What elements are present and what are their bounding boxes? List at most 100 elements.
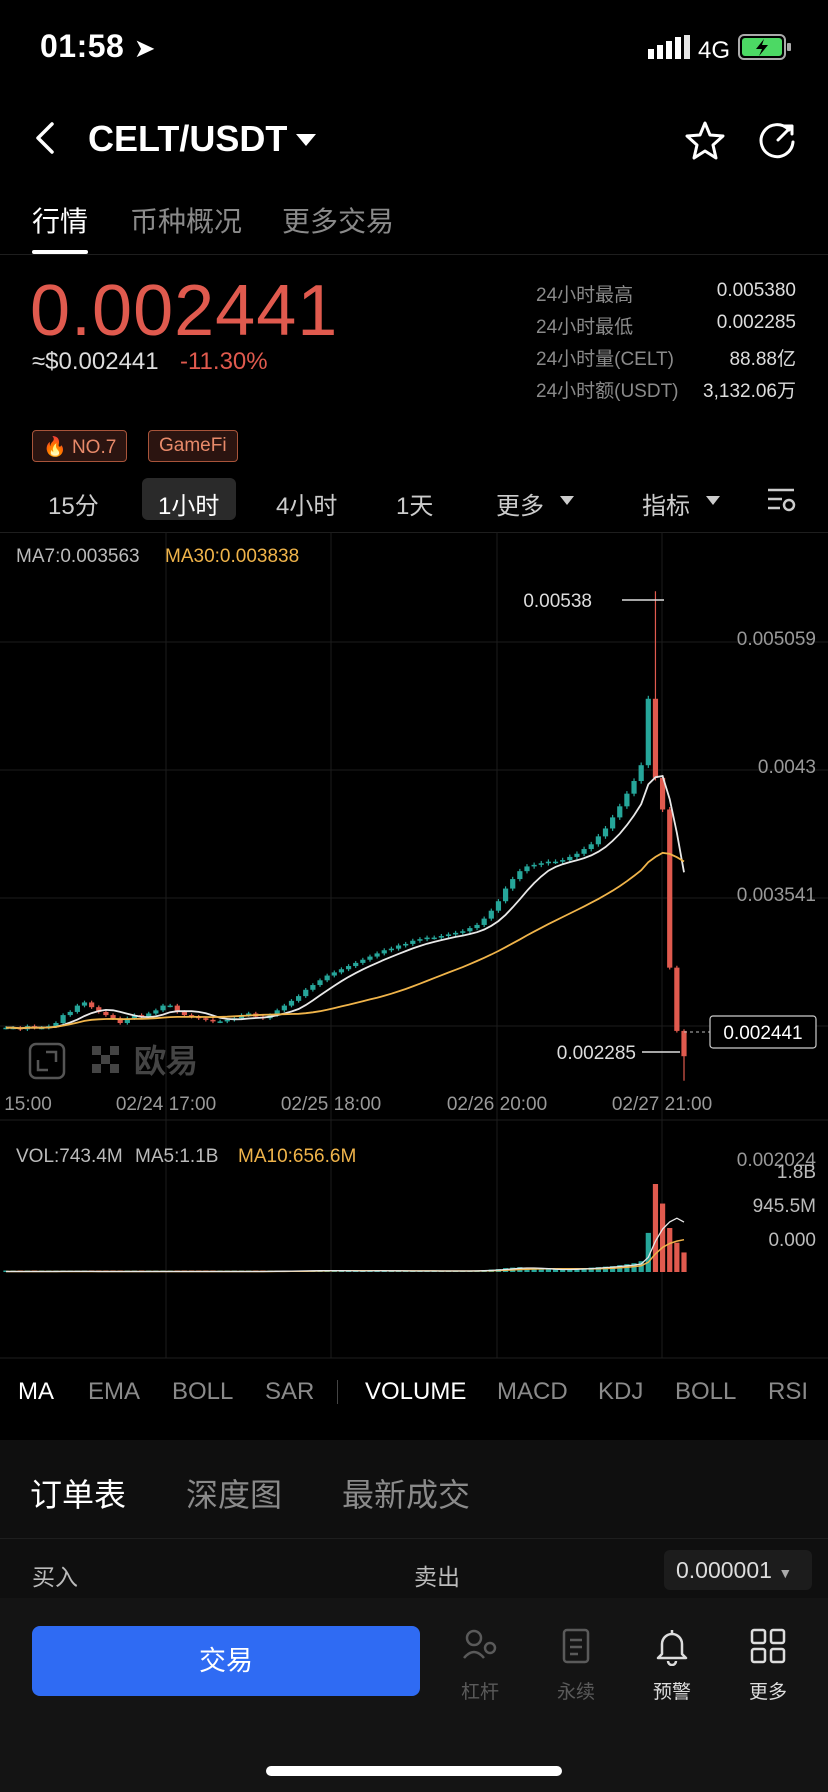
signal-icon: [647, 35, 690, 66]
fullscreen-button[interactable]: [28, 1042, 66, 1080]
indicator-boll[interactable]: BOLL: [172, 1378, 234, 1405]
timeframe-more[interactable]: 更多: [496, 493, 544, 520]
tab-coin-overview[interactable]: 币种概况: [130, 206, 243, 237]
candle-body: [488, 910, 494, 919]
volume-ma5-legend: MA5:1.1B: [135, 1146, 218, 1167]
indicator-macd[interactable]: MACD: [497, 1378, 568, 1405]
volume-tick: 1.8B: [777, 1162, 816, 1183]
bell-icon: [656, 1630, 688, 1667]
indicators-menu[interactable]: 指标: [642, 493, 690, 520]
volume-ma5-line: [6, 1217, 685, 1273]
volume-bar: [552, 1269, 559, 1272]
tab-orderbook[interactable]: 订单表: [30, 1477, 127, 1513]
nav-margin[interactable]: 杠杆: [440, 1626, 520, 1704]
volume-bar: [645, 1232, 651, 1272]
timeframe-15m[interactable]: 15分: [48, 493, 99, 520]
document-icon: [562, 1628, 590, 1664]
chevron-down-icon[interactable]: [706, 496, 720, 505]
favorite-button[interactable]: [682, 118, 728, 164]
candle-body: [81, 1002, 88, 1006]
grid-icon: [750, 1628, 786, 1664]
current-price-label: 0.002441: [723, 1023, 802, 1044]
rank-tag[interactable]: 🔥 NO.7: [32, 430, 128, 462]
candle-body: [303, 989, 309, 997]
candle-body: [388, 948, 394, 951]
candle-body: [203, 1018, 209, 1020]
candle-body: [274, 1010, 280, 1016]
candle-body: [67, 1011, 73, 1016]
candle-body: [681, 1030, 687, 1057]
x-tick-label: 02/24 17:00: [116, 1094, 216, 1115]
candle-body: [281, 1005, 287, 1011]
candle-body: [210, 1019, 216, 1022]
category-tag[interactable]: GameFi: [148, 430, 238, 462]
candle-body: [667, 809, 673, 968]
timeframe-4h[interactable]: 4小时: [276, 493, 338, 520]
volume-bar: [595, 1267, 601, 1272]
chart-settings-button[interactable]: [766, 486, 796, 519]
divider: [0, 254, 828, 255]
candle-body: [617, 806, 623, 818]
candle-body: [338, 969, 345, 973]
indicator-boll-sub[interactable]: BOLL: [675, 1378, 737, 1405]
candle-body: [110, 1015, 116, 1019]
nav-alert[interactable]: 预警: [632, 1626, 712, 1704]
watermark: 欧易: [134, 1042, 198, 1080]
volume-bar: [574, 1268, 580, 1272]
nav-more[interactable]: 更多: [728, 1626, 808, 1704]
candle-body: [124, 1018, 130, 1023]
x-tick-label: 02/26 20:00: [447, 1094, 547, 1115]
y-tick-label: 0.002024: [737, 1150, 817, 1171]
tab-market[interactable]: 行情: [32, 206, 89, 237]
indicator-ema[interactable]: EMA: [88, 1378, 141, 1405]
fire-icon: 🔥: [43, 437, 67, 458]
precision-select[interactable]: 0.000001 ▼: [664, 1550, 812, 1590]
candle-body: [345, 966, 352, 970]
y-tick-label: 0.003541: [737, 885, 816, 906]
volume-legend: VOL:743.4M: [16, 1146, 123, 1167]
x-tick-label: 02/25 18:00: [281, 1094, 381, 1115]
indicator-volume[interactable]: VOLUME: [365, 1378, 467, 1405]
indicator-kdj[interactable]: KDJ: [598, 1378, 644, 1405]
candle-body: [524, 866, 530, 872]
trade-button[interactable]: 交易: [32, 1626, 420, 1696]
candle-body: [374, 953, 380, 957]
indicator-rsi[interactable]: RSI: [768, 1378, 809, 1405]
timeframe-1d[interactable]: 1天: [396, 493, 434, 520]
chevron-down-icon[interactable]: [296, 134, 316, 146]
timeframe-1h[interactable]: 1小时: [158, 493, 220, 520]
nav-perpetual[interactable]: 永续: [536, 1626, 616, 1704]
candle-body: [296, 996, 302, 1001]
tab-recent-trades[interactable]: 最新成交: [342, 1477, 471, 1513]
candle-body: [567, 856, 573, 861]
candle-body: [610, 817, 616, 829]
candle-body: [574, 853, 580, 857]
stat-value: 3,132.06万: [703, 381, 796, 402]
volume-ma10-line: [6, 1238, 685, 1273]
candle-body: [481, 918, 487, 925]
nav-label: 永续: [556, 1682, 595, 1703]
volume-bar: [674, 1242, 680, 1272]
nav-label: 预警: [652, 1682, 691, 1703]
candle-body: [474, 924, 480, 929]
chevron-down-icon[interactable]: [560, 496, 574, 505]
candlestick-chart[interactable]: MA7:0.003563 MA30:0.003838 0.005059 0.004…: [0, 532, 828, 1362]
indicator-sar[interactable]: SAR: [265, 1378, 315, 1405]
volume-bar: [588, 1267, 594, 1272]
tab-more-trading[interactable]: 更多交易: [282, 206, 395, 237]
usd-price: ≈$0.002441: [32, 348, 159, 375]
pair-selector[interactable]: CELT/USDT: [88, 118, 288, 159]
back-button[interactable]: [30, 118, 60, 158]
divider: [0, 1538, 828, 1539]
candle-body: [438, 936, 444, 938]
volume-bar: [610, 1266, 616, 1272]
candle-body: [117, 1018, 123, 1023]
star-icon: [685, 121, 725, 160]
candle-body: [331, 972, 337, 976]
status-time: 01:58 ➤: [40, 28, 157, 64]
indicator-ma[interactable]: MA: [18, 1378, 54, 1405]
tab-depth[interactable]: 深度图: [186, 1477, 283, 1513]
candle-body: [659, 777, 666, 810]
share-button[interactable]: [754, 118, 800, 164]
nav-label: 杠杆: [460, 1682, 499, 1703]
